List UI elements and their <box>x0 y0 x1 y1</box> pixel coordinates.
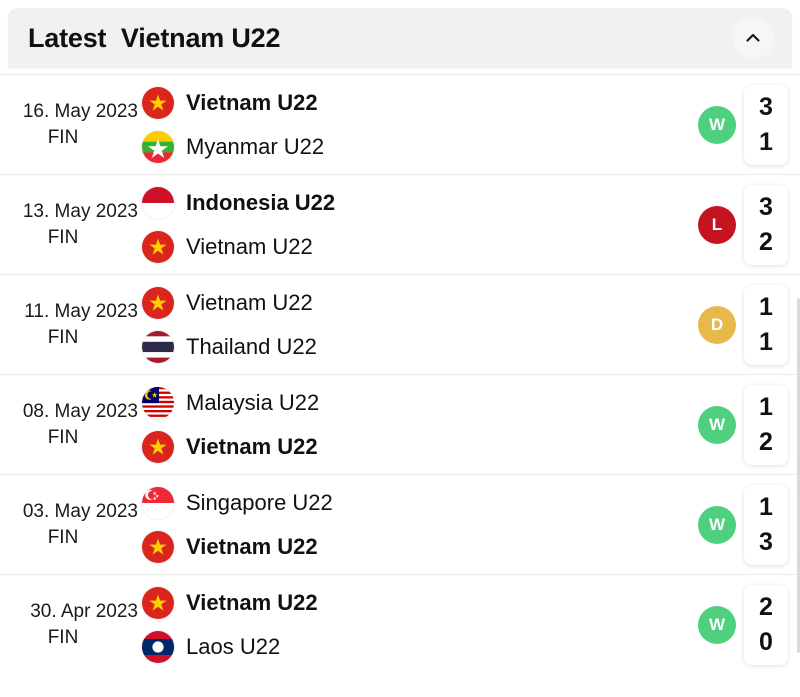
home-score: 2 <box>759 593 773 621</box>
away-team-row[interactable]: Laos U22 <box>142 630 698 664</box>
home-team-row[interactable]: Singapore U22 <box>142 486 698 520</box>
away-team-row[interactable]: Myanmar U22 <box>142 130 698 164</box>
home-team-row[interactable]: Malaysia U22 <box>142 386 698 420</box>
away-score: 2 <box>759 227 773 256</box>
home-team-row[interactable]: Vietnam U22 <box>142 86 698 120</box>
flag-vietnam-icon <box>142 86 174 119</box>
away-team-name: Thailand U22 <box>186 333 317 359</box>
away-team-row[interactable]: Vietnam U22 <box>142 430 698 464</box>
match-row[interactable]: 30. Apr 2023 FIN Vietnam U22 Laos U22 W … <box>0 575 800 675</box>
flag-vietnam-icon <box>142 430 174 463</box>
away-score: 1 <box>759 127 773 156</box>
away-score: 2 <box>759 427 773 456</box>
flag-singapore-icon <box>142 486 174 519</box>
match-date-block: 11. May 2023 FIN <box>10 299 140 350</box>
result-badge-d: D <box>698 305 736 344</box>
away-score: 1 <box>759 327 773 356</box>
team-list: Malaysia U22 Vietnam U22 <box>140 386 698 464</box>
away-score: 3 <box>759 527 773 556</box>
result-badge-w: W <box>698 405 736 444</box>
flag-vietnam-icon <box>142 587 174 619</box>
match-date-block: 13. May 2023 FIN <box>10 199 140 250</box>
match-date: 16. May 2023 <box>22 100 138 122</box>
score-card[interactable]: 1 1 <box>744 284 788 365</box>
flag-malaysia-icon <box>142 386 174 419</box>
result-badge-w: W <box>698 105 736 144</box>
match-date-block: 03. May 2023 FIN <box>10 499 140 550</box>
score-card[interactable]: 3 2 <box>744 184 788 265</box>
match-date: 08. May 2023 <box>22 400 138 422</box>
scrollbar-thumb[interactable] <box>797 298 800 653</box>
home-team-name: Malaysia U22 <box>186 389 320 415</box>
match-row[interactable]: 13. May 2023 FIN Indonesia U22 Vietnam U… <box>0 175 800 275</box>
match-row[interactable]: 03. May 2023 FIN Singapore U22 Vietnam U… <box>0 475 800 575</box>
team-list: Indonesia U22 Vietnam U22 <box>140 186 698 264</box>
team-list: Vietnam U22 Laos U22 <box>140 586 698 664</box>
result-badge-l: L <box>698 205 736 244</box>
home-team-name: Vietnam U22 <box>186 289 313 315</box>
match-date: 11. May 2023 <box>24 300 138 322</box>
match-status: FIN <box>47 226 79 248</box>
result-badge-w: W <box>698 505 736 544</box>
away-team-name: Laos U22 <box>186 634 281 659</box>
flag-indonesia-icon <box>142 186 174 219</box>
score-card[interactable]: 3 1 <box>744 84 788 165</box>
score-card[interactable]: 1 2 <box>744 384 788 465</box>
home-team-row[interactable]: Indonesia U22 <box>142 186 698 220</box>
team-list: Vietnam U22 Thailand U22 <box>140 286 698 364</box>
team-list: Singapore U22 Vietnam U22 <box>140 486 698 564</box>
match-status: FIN <box>47 326 79 348</box>
away-team-row[interactable]: Vietnam U22 <box>142 530 698 564</box>
section-header[interactable]: Latest Vietnam U22 <box>8 8 792 68</box>
match-row[interactable]: 08. May 2023 FIN Malaysia U22 Vietnam U2… <box>0 375 800 475</box>
match-status: FIN <box>47 426 79 448</box>
match-list: 16. May 2023 FIN Vietnam U22 Myanmar U22… <box>0 74 800 675</box>
away-score: 0 <box>759 628 773 656</box>
home-team-name: Vietnam U22 <box>186 89 318 115</box>
away-team-name: Vietnam U22 <box>186 433 318 459</box>
home-score: 3 <box>759 192 773 221</box>
flag-myanmar-icon <box>142 130 174 163</box>
away-team-name: Vietnam U22 <box>186 233 313 259</box>
flag-thailand-icon <box>142 330 174 363</box>
home-score: 1 <box>759 292 773 321</box>
match-row[interactable]: 11. May 2023 FIN Vietnam U22 Thailand U2… <box>0 275 800 375</box>
flag-laos-icon <box>142 631 174 663</box>
match-date-block: 30. Apr 2023 FIN <box>10 599 140 650</box>
home-team-name: Singapore U22 <box>186 489 333 515</box>
score-card[interactable]: 1 3 <box>744 484 788 565</box>
flag-vietnam-icon <box>142 230 174 263</box>
latest-matches-page: Latest Vietnam U22 16. May 2023 FIN Viet… <box>0 8 800 697</box>
home-team-name: Indonesia U22 <box>186 189 336 215</box>
page-title: Latest Vietnam U22 <box>28 22 281 53</box>
match-row[interactable]: 16. May 2023 FIN Vietnam U22 Myanmar U22… <box>0 75 800 175</box>
chevron-up-icon <box>745 30 761 46</box>
away-team-row[interactable]: Thailand U22 <box>142 330 698 364</box>
match-status: FIN <box>47 526 79 548</box>
match-date-block: 08. May 2023 FIN <box>10 399 140 450</box>
flag-vietnam-icon <box>142 530 174 563</box>
home-team-row[interactable]: Vietnam U22 <box>142 286 698 320</box>
home-score: 1 <box>759 492 773 521</box>
match-status: FIN <box>47 627 79 648</box>
match-date: 03. May 2023 <box>22 500 138 522</box>
result-badge-w: W <box>698 606 736 644</box>
score-card[interactable]: 2 0 <box>744 585 788 665</box>
team-list: Vietnam U22 Myanmar U22 <box>140 86 698 164</box>
away-team-name: Myanmar U22 <box>186 133 325 159</box>
home-score: 1 <box>759 392 773 421</box>
away-team-name: Vietnam U22 <box>186 533 318 559</box>
match-date: 30. Apr 2023 <box>30 601 138 623</box>
home-score: 3 <box>759 92 773 121</box>
match-status: FIN <box>47 126 79 148</box>
match-date-block: 16. May 2023 FIN <box>10 99 140 150</box>
home-team-name: Vietnam U22 <box>186 590 318 615</box>
match-date: 13. May 2023 <box>22 200 138 222</box>
flag-vietnam-icon <box>142 286 174 319</box>
away-team-row[interactable]: Vietnam U22 <box>142 230 698 264</box>
home-team-row[interactable]: Vietnam U22 <box>142 586 698 620</box>
collapse-toggle-button[interactable] <box>732 17 774 59</box>
